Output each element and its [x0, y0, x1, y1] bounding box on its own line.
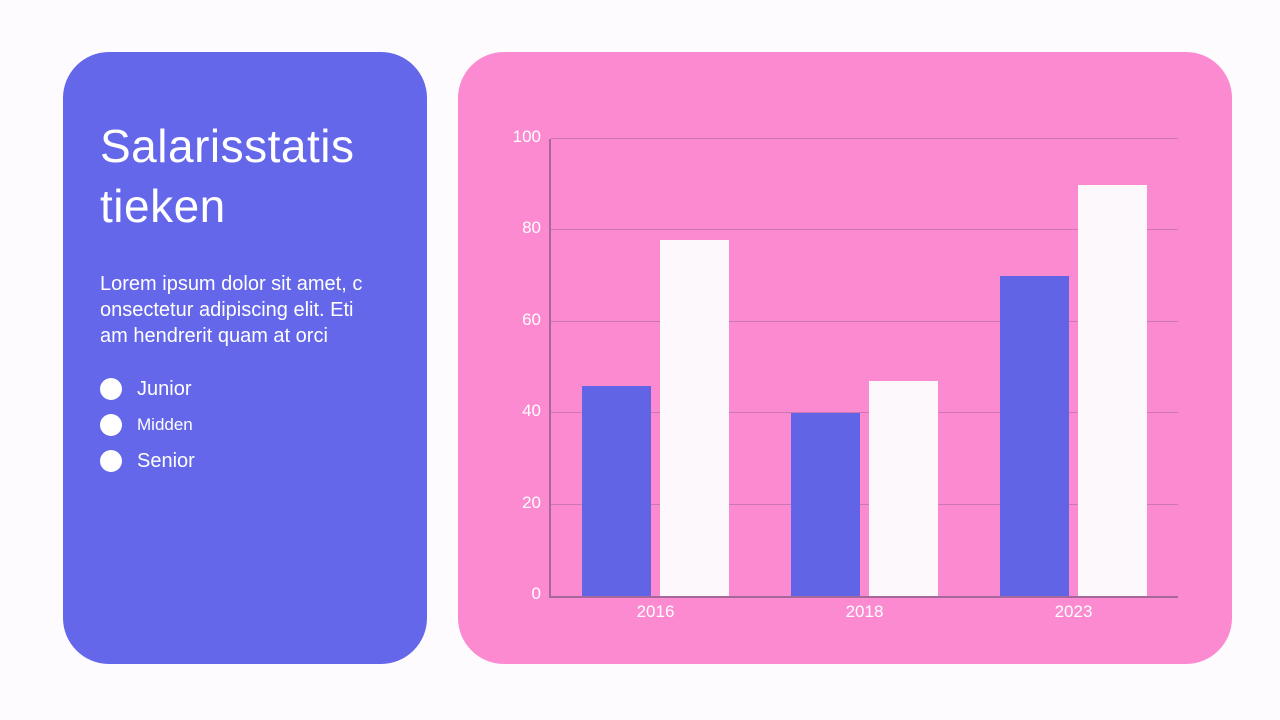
y-tick-label-40: 40 [522, 401, 541, 421]
bar-groups [551, 139, 1178, 596]
gridline-40 [551, 412, 1178, 414]
bar-junior-2018 [791, 413, 860, 596]
x-axis-labels: 2016 2018 2023 [551, 602, 1178, 622]
bar-junior-2016 [582, 385, 651, 596]
bar-group-2023 [969, 139, 1178, 596]
gridline-20 [551, 503, 1178, 505]
page-title-line-2: tieken [100, 180, 226, 232]
gridline-100 [551, 138, 1178, 139]
legend-label: Junior [137, 377, 192, 400]
y-tick-label-80: 80 [522, 218, 541, 238]
bar-senior-2018 [869, 381, 938, 596]
legend-bullet-icon [100, 378, 122, 400]
legend-item-midden: Midden [100, 414, 195, 436]
page-title: Salarisstatis tieken [100, 116, 418, 236]
legend-label: Midden [137, 415, 193, 434]
x-tick-label-2023: 2023 [1054, 602, 1093, 621]
title-card: Salarisstatis tieken Lorem ipsum dolor s… [63, 52, 427, 664]
description-line: Lorem ipsum dolor sit amet, c [100, 273, 363, 295]
gridlines [551, 138, 1178, 596]
chart-card: 0 20 40 60 80 100 2016 2018 2023 [458, 52, 1232, 664]
legend-label: Senior [137, 449, 195, 472]
y-tick-label-0: 0 [531, 584, 541, 603]
bar-senior-2016 [660, 239, 729, 596]
gridline-60 [551, 320, 1178, 322]
description-line: am hendrerit quam at orci [100, 325, 328, 347]
description-text: Lorem ipsum dolor sit amet, c onsectetur… [100, 271, 412, 349]
bar-senior-2023 [1078, 184, 1147, 596]
legend-item-senior: Senior [100, 450, 195, 472]
description-line: onsectetur adipiscing elit. Eti [100, 299, 354, 321]
bar-junior-2023 [1000, 276, 1069, 596]
page-title-line-1: Salarisstatis [100, 120, 355, 172]
y-tick-label-60: 60 [522, 309, 541, 329]
y-tick-label-20: 20 [522, 492, 541, 512]
gridline-80 [551, 229, 1178, 231]
x-tick-label-2018: 2018 [845, 602, 884, 621]
bar-group-2018 [760, 139, 969, 596]
bar-group-2016 [551, 139, 760, 596]
y-tick-label-100: 100 [512, 127, 541, 146]
y-axis-labels: 0 20 40 60 80 100 [481, 127, 541, 603]
chart-legend: Junior Midden Senior [100, 378, 195, 486]
legend-item-junior: Junior [100, 378, 195, 400]
legend-bullet-icon [100, 450, 122, 472]
bar-chart: 0 20 40 60 80 100 2016 2018 2023 [513, 127, 1178, 621]
x-tick-label-2016: 2016 [636, 602, 675, 621]
legend-bullet-icon [100, 414, 122, 436]
